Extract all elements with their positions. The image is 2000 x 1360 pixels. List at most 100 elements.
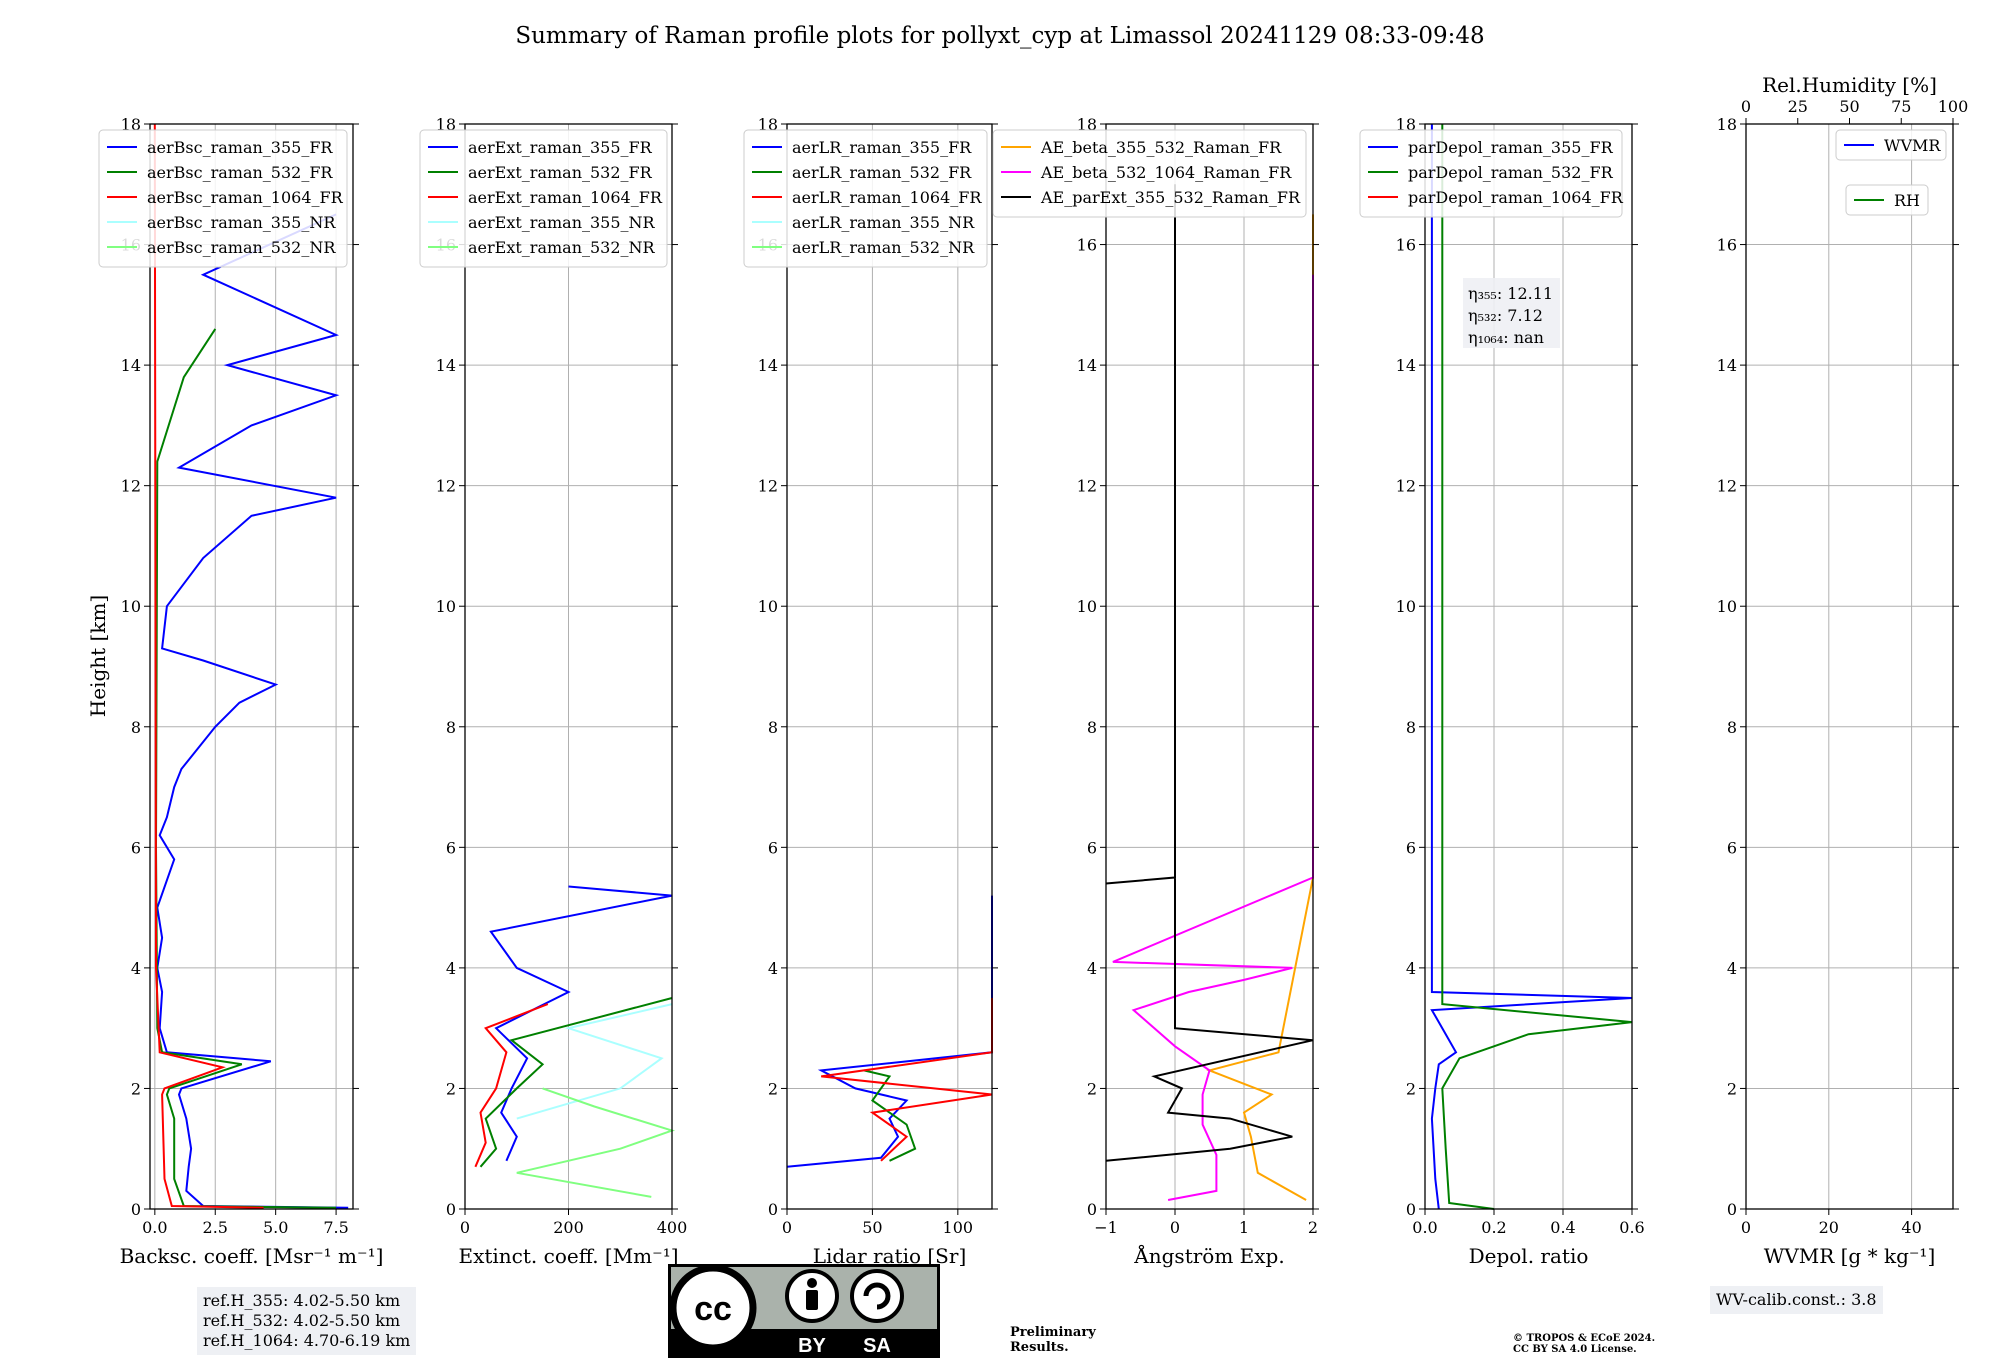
ref-height-1064: ref.H_1064: 4.70-6.19 km [203, 1331, 411, 1350]
series-line-parDepol_raman_532_FR [1441, 124, 1633, 1210]
x-axis-label: Ångström Exp. [1133, 1243, 1284, 1268]
x-tick-label: 100 [943, 1218, 974, 1237]
x-tick-label: 0.4 [1550, 1218, 1575, 1237]
series-line-aerBsc_raman_355_FR [156, 213, 349, 1209]
y-tick-label: 2 [1406, 1079, 1416, 1098]
y-axis-label: Height [km] [86, 595, 110, 717]
y-tick-label: 6 [768, 838, 778, 857]
y-tick-label: 14 [121, 356, 141, 375]
y-tick-label: 6 [1087, 838, 1097, 857]
y-tick-label: 16 [1717, 236, 1737, 255]
axes-frame [1105, 123, 1314, 1210]
series-line-parDepol_raman_355_FR [1430, 124, 1633, 1210]
y-tick-label: 10 [1396, 597, 1416, 616]
y-tick-label: 10 [758, 597, 778, 616]
legend-box [1835, 129, 1947, 161]
y-tick-label: 18 [1077, 115, 1097, 134]
person-body [806, 1290, 818, 1310]
y-tick-label: 4 [131, 959, 141, 978]
y-tick-label: 10 [121, 597, 141, 616]
legend: aerBsc_raman_355_FR aerBsc_raman_532_FRae… [98, 129, 348, 268]
y-tick-label: 6 [1406, 838, 1416, 857]
x-tick-label: 7.5 [323, 1218, 348, 1237]
x-tick-label: 0.2 [1481, 1218, 1506, 1237]
y-tick-label: 12 [121, 477, 141, 496]
y-tick-label: 10 [1717, 597, 1737, 616]
y-tick-label: 6 [446, 838, 456, 857]
y-tick-label: 0 [1727, 1200, 1737, 1219]
top-x-tick-label: 25 [1788, 97, 1808, 116]
top-x-tick-label: 100 [1938, 97, 1969, 116]
series-line-aerExt_raman_1064_FR [474, 1003, 549, 1168]
eta-label: η₃₅₅: 12.11 [1468, 284, 1553, 303]
y-tick-label: 0 [768, 1200, 778, 1219]
series-line-aerExt_raman_532_FR [479, 997, 673, 1168]
x-tick-label: 40 [1901, 1218, 1921, 1237]
legend: aerLR_raman_355_FR aerLR_raman_532_FR aerL… [743, 129, 988, 268]
legend-entry: aerBsc_raman_532_FR [147, 163, 333, 182]
top-x-tick-label: 0 [1741, 97, 1751, 116]
y-tick-label: 18 [121, 115, 141, 134]
y-tick-label: 2 [1727, 1079, 1737, 1098]
series-line-aerExt_raman_355_FR [489, 885, 673, 1162]
eta-label: η₅₃₂: 7.12 [1468, 306, 1543, 325]
series-line-aerBsc_raman_532_FR [154, 328, 337, 1209]
legend-box [419, 129, 668, 268]
legend-entry: RH [1894, 191, 1920, 210]
copyright-line-2: CC BY SA 4.0 License. [1513, 1344, 1637, 1355]
top-axis-label: Rel.Humidity [%] [1762, 73, 1937, 97]
x-tick-label: 1 [1239, 1218, 1249, 1237]
legend: AE_beta_355_532_Raman_FR AE_beta_532_1064… [992, 129, 1307, 218]
y-tick-label: 4 [1406, 959, 1416, 978]
panel-3: 024681012141618050100Lidar ratio [Sr]aer… [743, 115, 998, 1268]
x-tick-label: 20 [1819, 1218, 1839, 1237]
y-tick-label: 18 [1717, 115, 1737, 134]
legend-entry: aerExt_raman_532_NR [468, 238, 656, 257]
wv-calibration-box: WV-calib.const.: 3.8 [1710, 1286, 1883, 1314]
x-tick-label: 2 [1308, 1218, 1318, 1237]
y-tick-label: 10 [1077, 597, 1097, 616]
cc-license-badge[interactable]: cc BY SA [668, 1264, 940, 1358]
copyright-line-1: © TROPOS & ECoE 2024. [1513, 1333, 1655, 1344]
series-line-aerExt_raman_532_NR [516, 1087, 676, 1198]
figure-title: Summary of Raman profile plots for polly… [515, 23, 1484, 49]
y-tick-label: 16 [1396, 236, 1416, 255]
legend-box [1359, 129, 1623, 218]
x-axis-label: WVMR [g * kg⁻¹] [1764, 1244, 1936, 1268]
x-tick-label: 400 [657, 1218, 688, 1237]
axes-frame [149, 123, 354, 1210]
y-tick-label: 8 [1087, 718, 1097, 737]
legend-entry: aerBsc_raman_355_NR [147, 213, 336, 232]
series-line-aerExt_raman_355_NR [516, 1003, 673, 1120]
y-tick-label: 6 [131, 838, 141, 857]
series-line-AE_beta_355_532_Raman_FR [1206, 214, 1314, 1201]
x-tick-label: 200 [553, 1218, 584, 1237]
y-tick-label: 14 [436, 356, 456, 375]
legend-entry: aerBsc_raman_1064_FR [147, 188, 344, 207]
y-tick-label: 4 [768, 959, 778, 978]
y-tick-label: 12 [436, 477, 456, 496]
y-tick-label: 14 [1396, 356, 1416, 375]
x-tick-label: −1 [1094, 1218, 1118, 1237]
panel-2: 0246810121416180200400Extinct. coeff. [M… [419, 115, 688, 1268]
top-x-tick-label: 75 [1891, 97, 1911, 116]
series-line-aerLR_raman_532_FR [863, 1069, 917, 1162]
x-tick-label: 0 [1170, 1218, 1180, 1237]
badge-by-text: BY [798, 1335, 826, 1357]
legend-entry: aerBsc_raman_532_NR [147, 238, 336, 257]
y-tick-label: 8 [1406, 718, 1416, 737]
person-head [807, 1278, 817, 1288]
y-tick-label: 12 [758, 477, 778, 496]
y-tick-label: 18 [758, 115, 778, 134]
legend: WVMR RH [1835, 129, 1947, 216]
top-x-tick-label: 50 [1839, 97, 1859, 116]
legend-entry: WVMR [1884, 136, 1941, 155]
y-tick-label: 0 [446, 1200, 456, 1219]
y-tick-label: 10 [436, 597, 456, 616]
legend-entry: aerExt_raman_355_NR [468, 213, 656, 232]
y-tick-label: 18 [1396, 115, 1416, 134]
